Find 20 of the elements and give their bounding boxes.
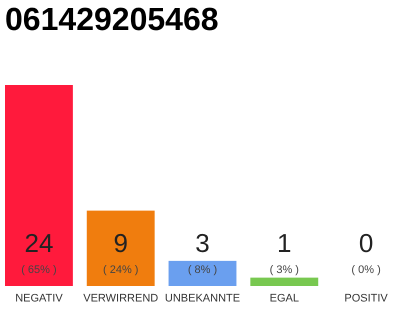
data-label: 1: [277, 228, 292, 258]
bar: [250, 278, 318, 286]
annotation: ( 24% ): [102, 264, 138, 276]
annotation: ( 65% ): [21, 264, 57, 276]
bar: [5, 85, 73, 286]
x-tick-label: UNBEKANNTE: [164, 292, 240, 304]
x-tick-label: VERWIRREND: [83, 292, 158, 304]
x-tick-label: NEGATIV: [15, 292, 64, 304]
bar: [86, 210, 155, 286]
data-label: 0: [358, 228, 374, 258]
x-tick-label: POSITIV: [344, 292, 388, 304]
chart-title: 061429205468: [5, 1, 219, 37]
annotation: ( 0% ): [351, 264, 381, 276]
bar: [168, 260, 236, 286]
data-label: 9: [113, 228, 128, 258]
x-tick-label: EGAL: [270, 292, 299, 304]
data-label: 3: [195, 228, 210, 258]
data-label: 24: [24, 228, 54, 258]
annotation: ( 3% ): [270, 264, 299, 276]
annotation: ( 8% ): [188, 264, 218, 276]
